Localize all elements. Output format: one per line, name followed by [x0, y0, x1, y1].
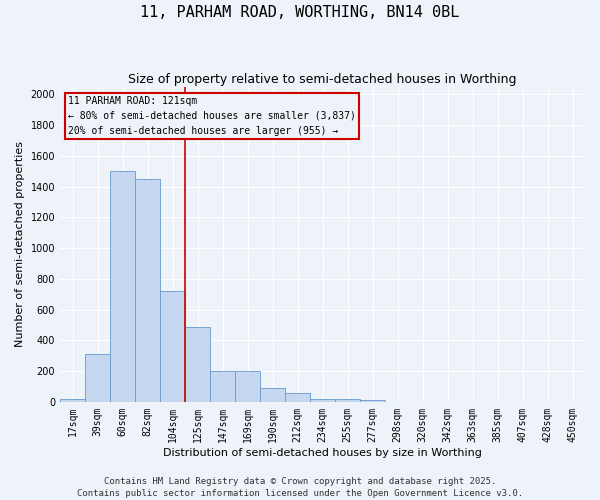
Bar	[135, 179, 160, 402]
Bar	[360, 400, 385, 402]
Text: 11, PARHAM ROAD, WORTHING, BN14 0BL: 11, PARHAM ROAD, WORTHING, BN14 0BL	[140, 5, 460, 20]
Bar	[110, 171, 135, 402]
Bar	[185, 326, 210, 402]
Bar	[160, 291, 185, 402]
Y-axis label: Number of semi-detached properties: Number of semi-detached properties	[15, 141, 25, 348]
Title: Size of property relative to semi-detached houses in Worthing: Size of property relative to semi-detach…	[128, 72, 517, 86]
Text: 11 PARHAM ROAD: 121sqm
← 80% of semi-detached houses are smaller (3,837)
20% of : 11 PARHAM ROAD: 121sqm ← 80% of semi-det…	[68, 96, 356, 136]
Bar	[310, 399, 335, 402]
Bar	[210, 371, 235, 402]
Bar	[285, 394, 310, 402]
Bar	[235, 371, 260, 402]
Text: Contains HM Land Registry data © Crown copyright and database right 2025.
Contai: Contains HM Land Registry data © Crown c…	[77, 476, 523, 498]
Bar	[260, 388, 285, 402]
X-axis label: Distribution of semi-detached houses by size in Worthing: Distribution of semi-detached houses by …	[163, 448, 482, 458]
Bar	[335, 399, 360, 402]
Bar	[60, 399, 85, 402]
Bar	[85, 354, 110, 402]
